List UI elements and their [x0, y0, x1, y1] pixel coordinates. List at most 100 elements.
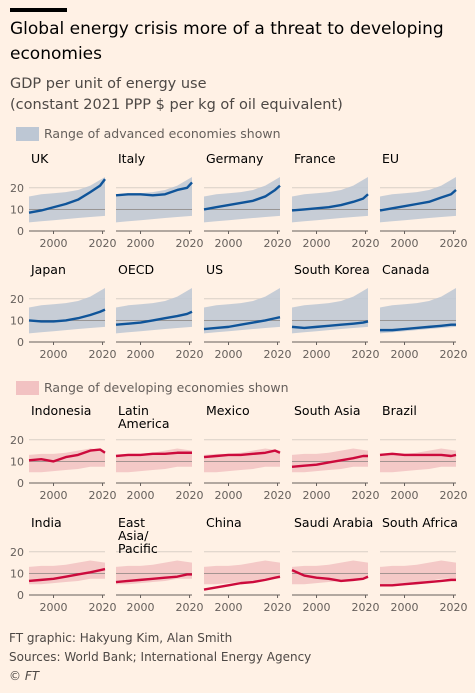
panel-title-china: China	[206, 515, 242, 530]
panel-title-canada: Canada	[382, 262, 430, 277]
panel-title-mexico: Mexico	[206, 403, 250, 418]
x-tick-canada-2020: 2020	[440, 348, 468, 361]
y-tick-advanced-0-20: 20	[10, 182, 24, 195]
ft-logo: © FT	[9, 669, 40, 683]
panel-title-saudi-arabia: Saudi Arabia	[294, 515, 373, 530]
panel-title-us: US	[206, 262, 223, 277]
x-tick-east-asia-pacific-2020: 2020	[176, 601, 204, 614]
range-band-saudi-arabia	[292, 560, 368, 585]
panel-title-east-asia-pacific: East	[118, 515, 145, 530]
panel-title-south-korea: South Korea	[294, 262, 370, 277]
developing-range-swatch	[16, 381, 39, 395]
x-tick-france-2020: 2020	[352, 237, 380, 250]
legend-advanced-label: Range of advanced economies shown	[44, 126, 281, 141]
y-tick-advanced-5-20: 20	[10, 293, 24, 306]
y-tick-developing-5-0: 0	[17, 589, 24, 602]
panel-title-brazil: Brazil	[382, 403, 417, 418]
series-line-italy	[115, 181, 193, 197]
x-tick-uk-2020: 2020	[89, 237, 117, 250]
series-line-south-africa	[380, 578, 456, 587]
panel-title-east-asia-pacific: Pacific	[118, 541, 158, 556]
panel-title-oecd: OECD	[118, 262, 154, 277]
range-band-south-africa	[380, 560, 456, 585]
panel-title-indonesia: Indonesia	[31, 403, 91, 418]
x-tick-france-2000: 2000	[303, 237, 331, 250]
subtitle-line-1: GDP per unit of energy use	[10, 76, 207, 92]
y-tick-advanced-0-10: 10	[10, 203, 24, 216]
x-tick-brazil-2000: 2000	[391, 489, 419, 502]
x-tick-south-asia-2000: 2000	[303, 489, 331, 502]
y-tick-advanced-5-0: 0	[17, 336, 24, 349]
panel-title-south-africa: South Africa	[382, 515, 458, 530]
x-tick-us-2000: 2000	[215, 348, 243, 361]
x-tick-indonesia-2000: 2000	[40, 489, 68, 502]
x-tick-india-2000: 2000	[40, 601, 68, 614]
y-tick-advanced-5-10: 10	[10, 314, 24, 327]
chart-title: Global energy crisis more of a threat to…	[10, 19, 444, 64]
range-band-south-asia	[292, 448, 368, 473]
x-tick-latin-america-2000: 2000	[127, 489, 155, 502]
range-band-eu	[380, 177, 456, 223]
series-line-eu	[379, 189, 457, 212]
panel-title-east-asia-pacific: Asia/	[118, 528, 149, 543]
range-band-east-asia-pacific	[116, 560, 192, 585]
footer-credit: FT graphic: Hakyung Kim, Alan Smith	[9, 631, 233, 645]
range-band-japan	[29, 288, 105, 334]
x-tick-germany-2000: 2000	[215, 237, 243, 250]
legend-developing: Range of developing economies shown	[16, 380, 289, 396]
legend-advanced: Range of advanced economies shown	[16, 126, 281, 142]
series-line-indonesia	[28, 448, 106, 463]
y-tick-developing-5-10: 10	[10, 567, 24, 580]
range-band-south-korea	[292, 288, 368, 334]
panel-title-india: India	[31, 515, 62, 530]
x-tick-saudi-arabia-2000: 2000	[303, 601, 331, 614]
ft-top-bar	[10, 8, 67, 12]
x-tick-eu-2000: 2000	[391, 237, 419, 250]
range-band-us	[204, 288, 280, 334]
panel-title-latin-america: Latin	[118, 403, 149, 418]
x-tick-oecd-2020: 2020	[176, 348, 204, 361]
x-tick-oecd-2000: 2000	[127, 348, 155, 361]
x-tick-japan-2000: 2000	[40, 348, 68, 361]
y-tick-advanced-0-0: 0	[17, 225, 24, 238]
x-tick-south-africa-2000: 2000	[391, 601, 419, 614]
series-line-china	[203, 575, 281, 591]
x-tick-us-2020: 2020	[264, 348, 292, 361]
series-line-uk	[28, 178, 106, 214]
x-tick-germany-2020: 2020	[264, 237, 292, 250]
range-band-brazil	[380, 448, 456, 473]
x-tick-indonesia-2020: 2020	[89, 489, 117, 502]
range-band-uk	[29, 177, 105, 223]
chart-subtitle: GDP per unit of energy use (constant 202…	[10, 74, 465, 116]
series-line-france	[291, 193, 369, 212]
series-line-saudi-arabia	[291, 569, 369, 583]
range-band-oecd	[116, 288, 192, 334]
range-band-france	[292, 177, 368, 223]
range-band-china	[204, 560, 280, 585]
footer-sources: Sources: World Bank; International Energ…	[9, 650, 312, 664]
range-band-indonesia	[29, 448, 105, 473]
x-tick-south-asia-2020: 2020	[352, 489, 380, 502]
x-tick-italy-2000: 2000	[127, 237, 155, 250]
range-band-germany	[204, 177, 280, 223]
x-tick-latin-america-2020: 2020	[176, 489, 204, 502]
panel-title-germany: Germany	[206, 151, 264, 166]
x-tick-japan-2020: 2020	[89, 348, 117, 361]
series-line-japan	[28, 308, 106, 323]
panel-title-uk: UK	[31, 151, 49, 166]
y-tick-developing-0-20: 20	[10, 434, 24, 447]
range-band-canada	[380, 288, 456, 334]
panel-title-italy: Italy	[118, 151, 146, 166]
series-line-india	[28, 567, 106, 583]
x-tick-south-korea-2000: 2000	[303, 348, 331, 361]
x-tick-south-africa-2020: 2020	[440, 601, 468, 614]
series-line-mexico	[203, 449, 281, 459]
x-tick-brazil-2020: 2020	[440, 489, 468, 502]
x-tick-uk-2000: 2000	[40, 237, 68, 250]
y-tick-developing-0-10: 10	[10, 455, 24, 468]
panel-title-latin-america: America	[118, 416, 170, 431]
series-line-oecd	[115, 310, 193, 326]
advanced-range-swatch	[16, 127, 39, 141]
x-tick-east-asia-pacific-2000: 2000	[127, 601, 155, 614]
